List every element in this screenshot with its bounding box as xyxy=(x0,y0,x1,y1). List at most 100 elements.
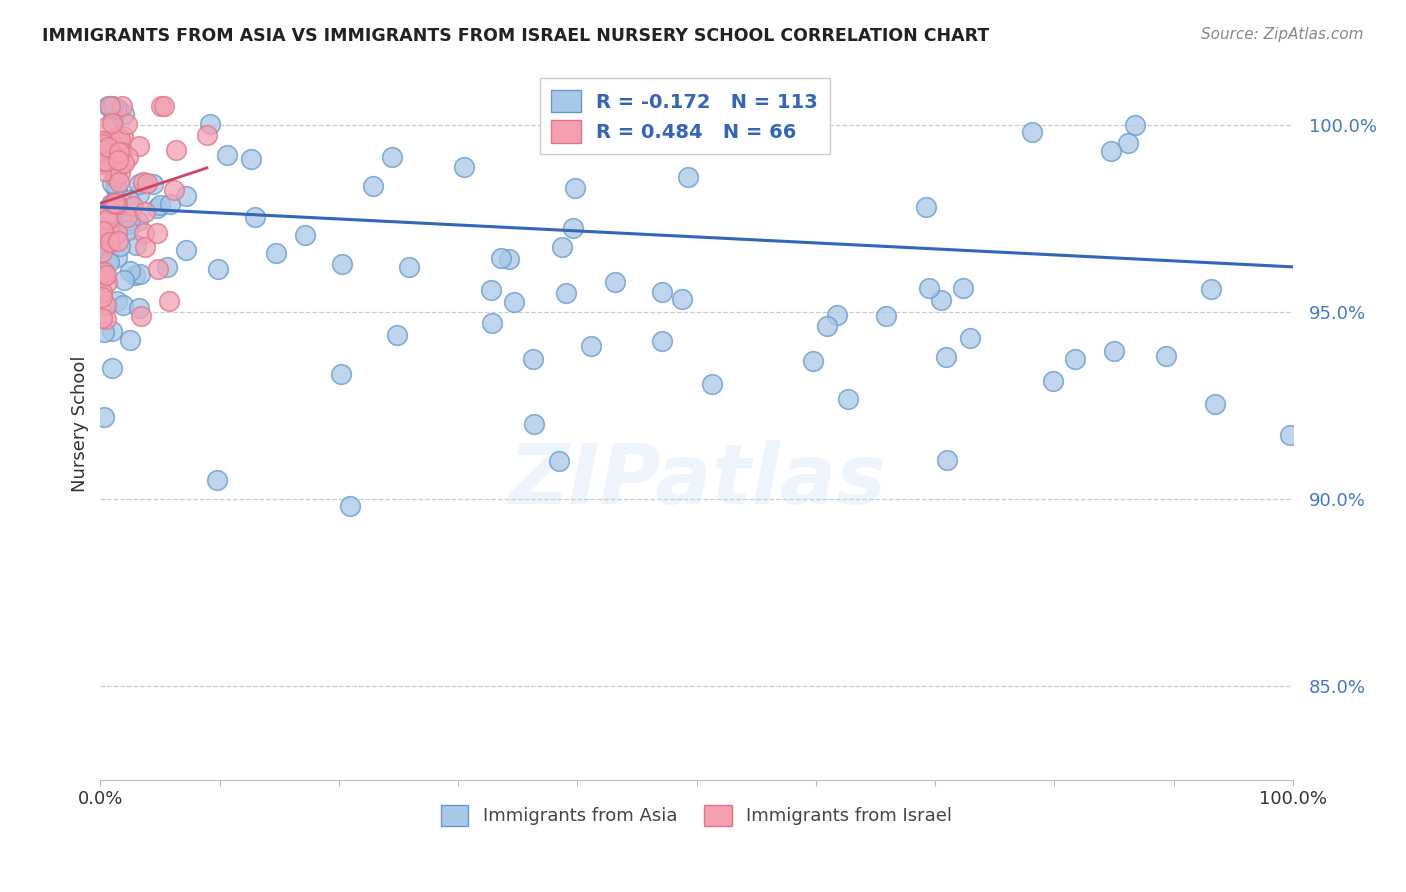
Point xyxy=(90,134,112,148)
Point xyxy=(93,164,115,178)
Point xyxy=(936,453,959,467)
Point xyxy=(959,331,981,345)
Point xyxy=(339,500,361,514)
Point xyxy=(481,317,503,331)
Point xyxy=(117,218,139,232)
Point xyxy=(107,153,129,167)
Point xyxy=(94,253,117,268)
Point xyxy=(555,286,578,301)
Text: ZIPatlas: ZIPatlas xyxy=(508,441,886,522)
Point xyxy=(108,239,131,253)
Point xyxy=(117,150,139,164)
Point xyxy=(141,177,163,191)
Point xyxy=(676,170,699,185)
Point xyxy=(124,268,146,283)
Point xyxy=(117,223,139,237)
Point xyxy=(801,353,824,368)
Point xyxy=(100,177,122,191)
Point xyxy=(522,352,544,367)
Point xyxy=(671,292,693,306)
Point xyxy=(120,264,142,278)
Point xyxy=(837,392,859,406)
Point xyxy=(103,146,125,161)
Point xyxy=(94,154,117,169)
Point xyxy=(94,268,117,282)
Point xyxy=(398,260,420,274)
Point xyxy=(1204,397,1226,411)
Point xyxy=(935,350,957,364)
Point xyxy=(90,310,112,325)
Point xyxy=(91,246,114,260)
Point xyxy=(195,128,218,142)
Point xyxy=(105,251,128,265)
Point xyxy=(875,309,897,323)
Point xyxy=(108,166,131,180)
Point xyxy=(551,240,574,254)
Point xyxy=(98,235,121,250)
Point xyxy=(330,367,353,381)
Point xyxy=(207,261,229,276)
Point xyxy=(479,283,502,297)
Point xyxy=(112,273,135,287)
Point xyxy=(952,281,974,295)
Point xyxy=(129,268,152,282)
Point xyxy=(91,221,114,235)
Point xyxy=(96,206,118,220)
Point xyxy=(90,136,112,151)
Point xyxy=(361,178,384,193)
Point xyxy=(1116,136,1139,151)
Point xyxy=(146,227,169,241)
Point xyxy=(117,193,139,207)
Point xyxy=(561,221,583,235)
Point xyxy=(98,99,121,113)
Point xyxy=(97,99,120,113)
Point xyxy=(498,252,520,266)
Point xyxy=(90,245,112,260)
Point xyxy=(97,143,120,157)
Point xyxy=(165,143,187,157)
Point xyxy=(564,181,586,195)
Point xyxy=(503,295,526,310)
Point xyxy=(108,140,131,154)
Point xyxy=(381,149,404,163)
Point xyxy=(97,235,120,249)
Point xyxy=(1099,144,1122,158)
Point xyxy=(134,240,156,254)
Point xyxy=(107,102,129,116)
Point xyxy=(111,298,134,312)
Point xyxy=(163,183,186,197)
Point xyxy=(453,160,475,174)
Point xyxy=(156,260,179,275)
Point xyxy=(115,210,138,224)
Point xyxy=(128,186,150,201)
Point xyxy=(100,197,122,211)
Point xyxy=(491,251,513,265)
Point xyxy=(111,219,134,233)
Point xyxy=(93,409,115,424)
Point xyxy=(1102,343,1125,358)
Point xyxy=(174,243,197,257)
Point xyxy=(104,196,127,211)
Point xyxy=(94,298,117,312)
Text: IMMIGRANTS FROM ASIA VS IMMIGRANTS FROM ISRAEL NURSERY SCHOOL CORRELATION CHART: IMMIGRANTS FROM ASIA VS IMMIGRANTS FROM … xyxy=(42,27,990,45)
Point xyxy=(111,196,134,211)
Text: Source: ZipAtlas.com: Source: ZipAtlas.com xyxy=(1201,27,1364,42)
Point xyxy=(105,130,128,145)
Point xyxy=(176,189,198,203)
Point xyxy=(134,226,156,240)
Point xyxy=(120,213,142,227)
Point xyxy=(157,293,180,308)
Point xyxy=(111,128,134,143)
Point xyxy=(127,214,149,228)
Point xyxy=(581,339,603,353)
Point xyxy=(651,285,673,299)
Point xyxy=(104,199,127,213)
Point xyxy=(121,199,143,213)
Point xyxy=(105,226,128,240)
Point xyxy=(94,120,117,134)
Point xyxy=(100,360,122,375)
Point xyxy=(548,454,571,468)
Point xyxy=(96,275,118,289)
Point xyxy=(918,280,941,294)
Point xyxy=(146,201,169,215)
